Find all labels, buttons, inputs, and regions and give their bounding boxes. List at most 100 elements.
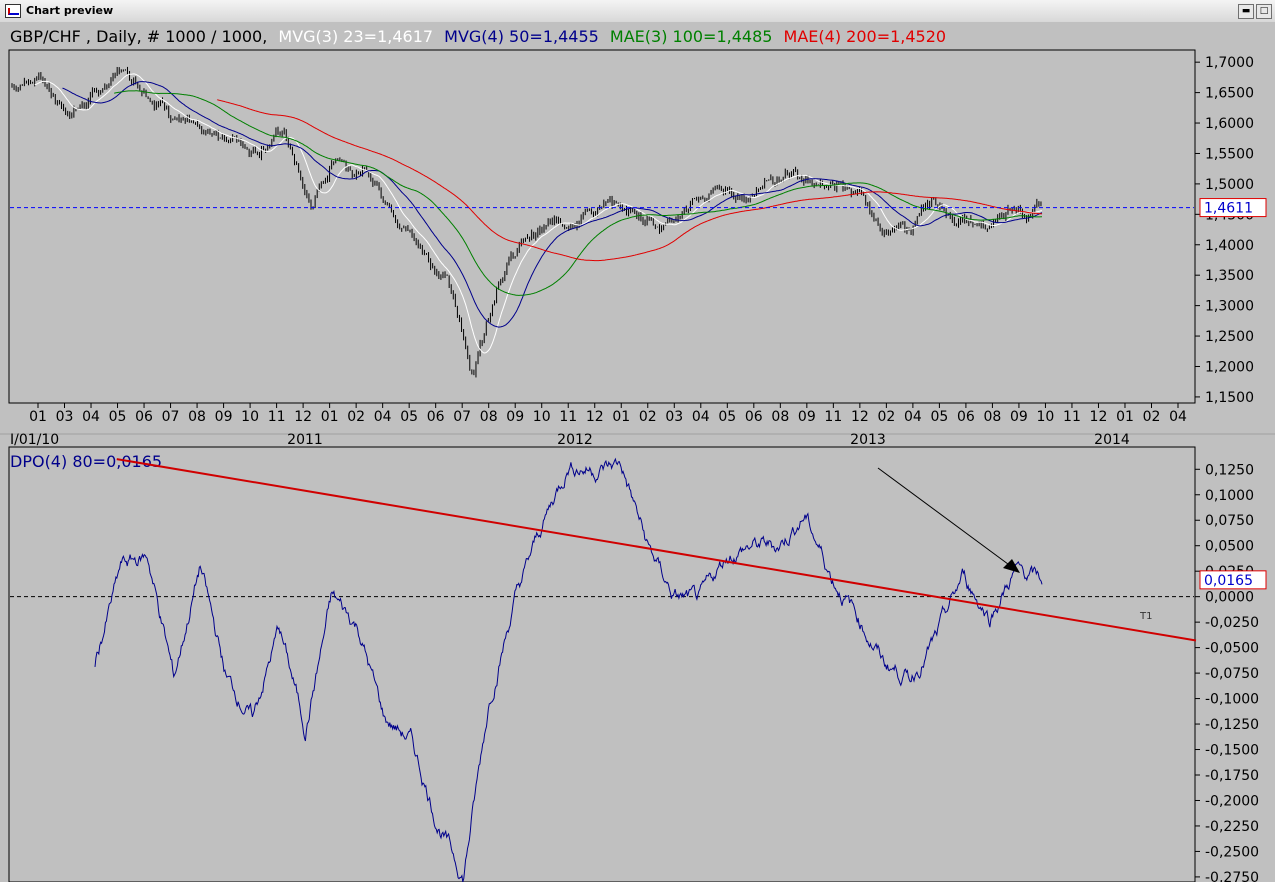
month-tick-label: 02 [1143,409,1161,425]
arrow-head-icon [1003,559,1020,573]
dpo-tick-label: -0,0750 [1205,666,1259,682]
month-tick-label: 07 [453,409,471,425]
month-tick-label: 12 [1090,409,1108,425]
month-tick-label: 05 [930,409,948,425]
dpo-tick-label: 0,0500 [1205,539,1254,555]
price-header: GBP/CHF , Daily, # 1000 / 1000, MVG(3) 2… [10,27,946,46]
price-tick-label: 1,5500 [1205,146,1254,162]
symbol-label: GBP/CHF , Daily, # 1000 / 1000, [10,27,267,46]
last-price-box: 1,4611 [1199,198,1267,218]
trendline-t1[interactable] [116,458,1197,642]
month-tick-label: 04 [904,409,922,425]
month-tick-label: 08 [480,409,498,425]
dpo-header: DPO(4) 80=0,0165 [10,452,162,471]
chart-app-icon [5,4,21,18]
annotation-arrow[interactable] [877,467,1013,568]
month-tick-label: 04 [374,409,392,425]
dpo-tick-label: -0,2000 [1205,793,1259,809]
month-tick-label: 10 [241,409,259,425]
price-tick-label: 1,2000 [1205,359,1254,375]
month-tick-label: 04 [1169,409,1187,425]
month-tick-label: 06 [957,409,975,425]
last-price-value: 1,4611 [1204,201,1253,217]
last-dpo-box: 0,0165 [1199,570,1267,590]
price-tick-label: 1,4000 [1205,238,1254,254]
mae3-label: MAE(3) 100=1,4485 [610,27,773,46]
dpo-tick-label: -0,2500 [1205,844,1259,860]
dpo-tick-label: -0,2250 [1205,819,1259,835]
month-tick-label: 05 [400,409,418,425]
month-tick-label: 04 [82,409,100,425]
month-tick-label: 09 [1010,409,1028,425]
dpo-tick-label: 0,1000 [1205,488,1254,504]
month-tick-label: 12 [586,409,604,425]
month-tick-label: 03 [665,409,683,425]
month-tick-label: 08 [984,409,1002,425]
chart-area[interactable]: GBP/CHF , Daily, # 1000 / 1000, MVG(3) 2… [0,22,1275,882]
month-tick-label: 12 [851,409,869,425]
price-tick-label: 1,1500 [1205,390,1254,406]
dpo-tick-label: 0,1250 [1205,462,1254,478]
month-tick-label: 04 [692,409,710,425]
dpo-tick-label: -0,1500 [1205,743,1259,759]
month-tick-label: 11 [559,409,577,425]
price-tick-label: 1,3000 [1205,299,1254,315]
dpo-tick-label: -0,2750 [1205,870,1259,882]
mae4-line [217,99,1043,262]
year-tick-label: 2013 [850,432,886,448]
month-tick-label: 02 [639,409,657,425]
window-title: Chart preview [26,4,114,17]
trendline-label: T1 [1139,611,1152,622]
month-tick-label: 07 [162,409,180,425]
price-tick-label: 1,7000 [1205,55,1254,71]
month-tick-label: 11 [824,409,842,425]
oscillator-panel[interactable] [8,446,1196,882]
month-tick-label: 09 [798,409,816,425]
last-dpo-value: 0,0165 [1204,573,1253,589]
price-tick-label: 1,6000 [1205,116,1254,132]
dpo-tick-label: 0,0750 [1205,513,1254,529]
mvg3-line [34,73,1043,354]
mae4-label: MAE(4) 200=1,4520 [784,27,947,46]
month-tick-label: 03 [56,409,74,425]
month-tick-label: 08 [188,409,206,425]
minimize-icon[interactable]: ▬ [1238,4,1254,19]
month-tick-label: 02 [347,409,365,425]
dpo-tick-label: -0,0500 [1205,641,1259,657]
month-tick-label: 11 [268,409,286,425]
year-tick-label: 2011 [287,432,323,448]
month-tick-label: 08 [771,409,789,425]
month-tick-label: 01 [612,409,630,425]
month-tick-label: 02 [877,409,895,425]
price-tick-label: 1,2500 [1205,329,1254,345]
year-tick-label: 2012 [557,432,593,448]
dpo-tick-label: -0,0250 [1205,615,1259,631]
mvg3-label: MVG(3) 23=1,4617 [278,27,433,46]
month-tick-label: 06 [135,409,153,425]
month-tick-label: 01 [1116,409,1134,425]
year-tick-label: I/01/10 [10,432,59,448]
month-tick-label: 12 [294,409,312,425]
dpo-tick-label: 0,0000 [1205,590,1254,606]
month-tick-label: 06 [745,409,763,425]
month-tick-label: 05 [109,409,127,425]
dpo-line [94,457,1043,882]
maximize-icon[interactable]: □ [1256,4,1272,19]
price-tick-label: 1,5000 [1205,177,1254,193]
month-tick-label: 01 [321,409,339,425]
month-tick-label: 05 [718,409,736,425]
month-tick-label: 10 [533,409,551,425]
dpo-tick-label: -0,1250 [1205,717,1259,733]
month-tick-label: 10 [1037,409,1055,425]
dpo-tick-label: -0,1000 [1205,692,1259,708]
price-tick-label: 1,3500 [1205,268,1254,284]
title-bar: Chart preview ▬ □ [0,0,1275,23]
month-tick-label: 01 [29,409,47,425]
year-tick-label: 2014 [1094,432,1130,448]
month-tick-label: 11 [1063,409,1081,425]
price-tick-label: 1,6500 [1205,86,1254,102]
mvg4-label: MVG(4) 50=1,4455 [444,27,599,46]
price-panel[interactable] [8,49,1196,404]
month-tick-label: 09 [215,409,233,425]
month-tick-label: 09 [506,409,524,425]
